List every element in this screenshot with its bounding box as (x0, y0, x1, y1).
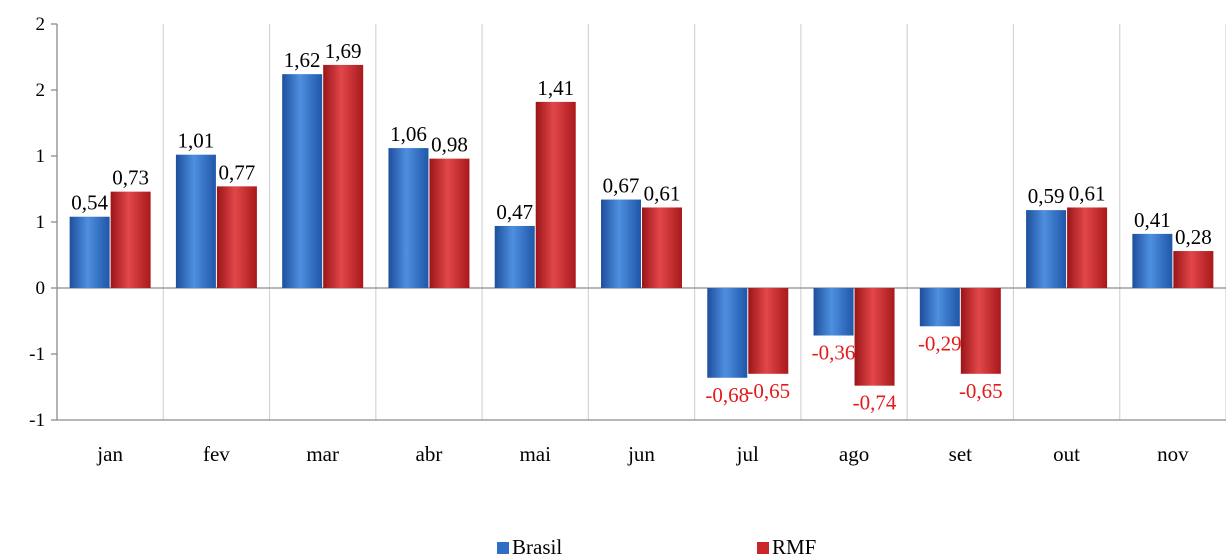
data-label-brasil: 0,54 (71, 191, 108, 215)
x-tick-label: mar (306, 442, 339, 466)
bar-brasil-jan (69, 216, 110, 288)
gridlines (162, 24, 1226, 420)
y-tick-label: -1 (29, 344, 45, 365)
bar-brasil-mai (494, 225, 535, 288)
y-tick-label: 1 (36, 146, 46, 167)
bar-brasil-jul (707, 288, 748, 378)
bar-rmf-set (960, 288, 1001, 374)
data-label-brasil: 1,62 (284, 48, 321, 72)
bar-rmf-nov (1173, 251, 1214, 288)
bar-brasil-out (1026, 210, 1067, 288)
bar-rmf-out (1067, 207, 1108, 288)
bar-chart: 2 2 1 1 0 -1 -1 jan fev mar abr mai jun jul ago set out n… (29, 14, 1226, 466)
bar-brasil-set (919, 288, 960, 327)
bar-rmf-abr (429, 158, 470, 288)
legend-swatch-brasil (497, 541, 509, 554)
y-tick-label: -1 (29, 410, 45, 431)
bars (69, 64, 1214, 386)
data-label-rmf: 0,61 (1069, 181, 1106, 205)
x-tick-label: jul (736, 442, 759, 466)
data-label-rmf: -0,74 (853, 391, 897, 415)
data-label-brasil: 1,01 (178, 129, 215, 153)
y-tick-label: 0 (36, 278, 46, 299)
data-labels: 0,54 1,01 1,62 1,06 0,47 0,67 -0,68 -0,36 -0,29 0… (71, 39, 1211, 415)
data-label-rmf: -0,65 (746, 379, 790, 403)
data-label-rmf: 0,77 (219, 160, 256, 184)
x-tick-label: jan (96, 442, 123, 466)
x-tick-label: mai (519, 442, 551, 466)
bar-rmf-ago (854, 288, 895, 386)
bar-brasil-abr (388, 148, 429, 288)
data-label-brasil: -0,68 (705, 383, 749, 407)
bar-rmf-jun (642, 207, 682, 288)
bar-brasil-jun (601, 199, 641, 288)
y-tick-label: 2 (36, 80, 46, 101)
bar-brasil-mar (282, 74, 323, 288)
data-label-brasil: 0,67 (603, 174, 640, 198)
data-label-rmf: 0,61 (644, 181, 681, 205)
data-label-rmf: 0,28 (1175, 225, 1212, 249)
x-tick-label: abr (416, 442, 443, 466)
data-label-brasil: 0,59 (1028, 184, 1065, 208)
bar-brasil-ago (813, 288, 854, 336)
y-tick-label: 2 (36, 14, 46, 35)
axes: 2 2 1 1 0 -1 -1 jan fev mar abr mai jun jul ago set out n… (29, 14, 1226, 466)
x-tick-label: ago (839, 442, 869, 466)
data-label-rmf: 1,41 (537, 76, 574, 100)
x-tick-label: out (1053, 442, 1080, 466)
x-tick-label: set (949, 442, 972, 466)
x-tick-label: fev (203, 442, 230, 466)
bar-rmf-mai (535, 101, 576, 288)
data-label-brasil: -0,36 (812, 341, 856, 365)
legend-item-rmf: RMF (757, 535, 816, 560)
x-tick-label: jun (627, 442, 655, 466)
bar-rmf-jul (748, 288, 789, 374)
data-label-rmf: 0,73 (112, 166, 149, 190)
bar-brasil-fev (175, 154, 216, 288)
legend-label-rmf: RMF (772, 535, 817, 559)
data-label-brasil: 0,41 (1134, 208, 1171, 232)
data-label-brasil: 0,47 (496, 200, 533, 224)
y-tick-label: 1 (36, 212, 46, 233)
data-label-rmf: 0,98 (431, 133, 468, 157)
data-label-rmf: 1,69 (325, 39, 362, 63)
legend-swatch-rmf (757, 541, 769, 554)
data-label-brasil: -0,29 (918, 331, 962, 355)
data-label-rmf: -0,65 (959, 379, 1003, 403)
bar-rmf-fev (216, 186, 257, 288)
bar-rmf-jan (110, 191, 151, 288)
x-tick-label: nov (1157, 442, 1189, 466)
bar-brasil-nov (1132, 233, 1173, 288)
legend-item-brasil: Brasil (497, 535, 562, 560)
data-label-brasil: 1,06 (390, 122, 427, 146)
bar-rmf-mar (323, 64, 364, 288)
legend-label-brasil: Brasil (512, 535, 563, 559)
legend: Brasil RMF (0, 535, 1226, 560)
